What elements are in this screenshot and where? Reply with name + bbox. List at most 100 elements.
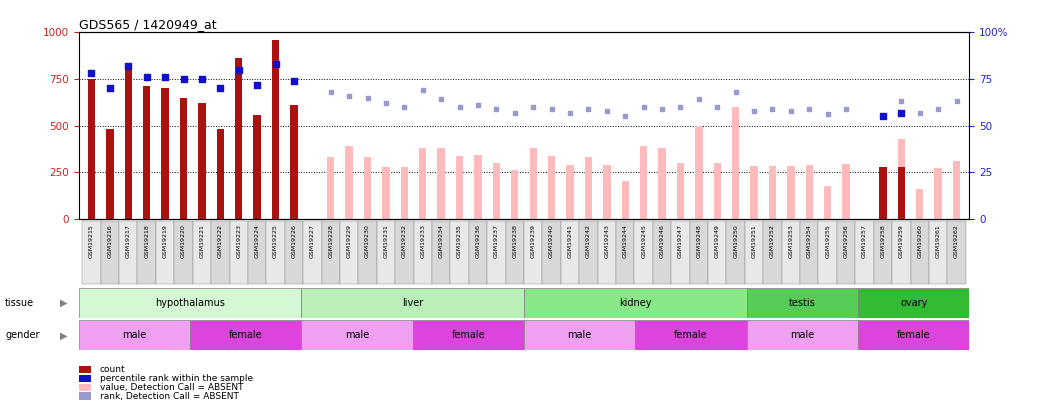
Bar <box>653 221 671 284</box>
Bar <box>83 221 101 284</box>
Bar <box>746 320 858 350</box>
Bar <box>254 115 261 219</box>
Text: male: male <box>345 330 369 340</box>
Text: GSM19259: GSM19259 <box>899 224 903 258</box>
Bar <box>824 186 831 219</box>
Point <box>414 87 431 94</box>
Bar <box>340 221 358 284</box>
Point <box>212 85 228 92</box>
Bar <box>266 221 285 284</box>
Text: GSM19242: GSM19242 <box>586 224 591 258</box>
Point <box>801 106 817 112</box>
Text: GSM19262: GSM19262 <box>954 224 959 258</box>
Point <box>783 107 800 114</box>
Point <box>617 113 634 119</box>
Bar <box>782 221 800 284</box>
Point <box>893 109 910 116</box>
Bar <box>190 320 301 350</box>
Text: GSM19228: GSM19228 <box>328 224 333 258</box>
Bar <box>524 288 746 318</box>
Bar <box>511 170 519 219</box>
Text: GSM19232: GSM19232 <box>401 224 407 258</box>
Point <box>727 89 744 95</box>
Point <box>525 104 542 110</box>
Text: value, Detection Call = ABSENT: value, Detection Call = ABSENT <box>100 383 243 392</box>
Bar <box>419 148 427 219</box>
Bar <box>561 221 580 284</box>
Bar <box>597 221 616 284</box>
Point <box>948 98 965 104</box>
Bar <box>137 221 156 284</box>
Text: GSM19218: GSM19218 <box>145 224 149 258</box>
Bar <box>695 126 702 219</box>
Bar <box>285 221 303 284</box>
Bar <box>524 320 635 350</box>
Bar <box>346 146 353 219</box>
Point <box>248 81 265 88</box>
Text: GSM19257: GSM19257 <box>863 224 867 258</box>
Text: GSM19249: GSM19249 <box>715 224 720 258</box>
Text: GSM19237: GSM19237 <box>494 224 499 258</box>
Bar <box>143 86 150 219</box>
Text: GSM19225: GSM19225 <box>274 224 278 258</box>
Bar <box>843 164 850 219</box>
Point <box>138 74 155 80</box>
Point <box>175 76 192 82</box>
Bar <box>193 221 211 284</box>
Text: GSM19221: GSM19221 <box>199 224 204 258</box>
Bar <box>161 88 169 219</box>
Bar <box>818 221 837 284</box>
Bar <box>800 221 818 284</box>
Text: GSM19241: GSM19241 <box>568 224 572 258</box>
Bar <box>806 165 813 219</box>
Point <box>452 104 468 110</box>
Bar <box>953 161 960 219</box>
Bar <box>635 320 746 350</box>
Point <box>837 106 854 112</box>
Point <box>285 78 302 84</box>
Text: ovary: ovary <box>900 298 927 308</box>
Bar <box>88 79 95 219</box>
Bar <box>395 221 414 284</box>
Text: gender: gender <box>5 330 40 340</box>
Bar <box>745 221 763 284</box>
Text: GSM19255: GSM19255 <box>825 224 830 258</box>
Point <box>433 96 450 103</box>
Point <box>488 106 505 112</box>
Point <box>157 74 174 80</box>
Text: male: male <box>123 330 147 340</box>
Text: GSM19220: GSM19220 <box>181 224 185 258</box>
Bar <box>156 221 174 284</box>
Point <box>746 107 763 114</box>
Text: female: female <box>228 330 262 340</box>
Point <box>893 98 910 104</box>
Bar <box>487 221 505 284</box>
Bar <box>763 221 782 284</box>
Bar <box>640 146 648 219</box>
Point <box>396 104 413 110</box>
Bar <box>916 189 923 219</box>
Bar <box>874 221 892 284</box>
Bar <box>604 165 611 219</box>
Text: GSM19239: GSM19239 <box>530 224 536 258</box>
Bar <box>119 221 137 284</box>
Bar <box>677 163 684 219</box>
Text: GSM19256: GSM19256 <box>844 224 849 258</box>
Bar <box>671 221 690 284</box>
Bar <box>580 221 597 284</box>
Bar <box>929 221 947 284</box>
Bar <box>101 221 119 284</box>
Bar <box>475 156 482 219</box>
Text: GSM19243: GSM19243 <box>605 224 609 258</box>
Point <box>359 94 376 101</box>
Bar <box>437 148 444 219</box>
Bar <box>911 221 929 284</box>
Text: GSM19261: GSM19261 <box>936 224 941 258</box>
Bar <box>634 221 653 284</box>
Text: GDS565 / 1420949_at: GDS565 / 1420949_at <box>79 18 216 31</box>
Bar <box>787 166 794 219</box>
Text: GSM19223: GSM19223 <box>236 224 241 258</box>
Bar <box>892 221 911 284</box>
Bar <box>235 58 242 219</box>
Bar <box>947 221 965 284</box>
